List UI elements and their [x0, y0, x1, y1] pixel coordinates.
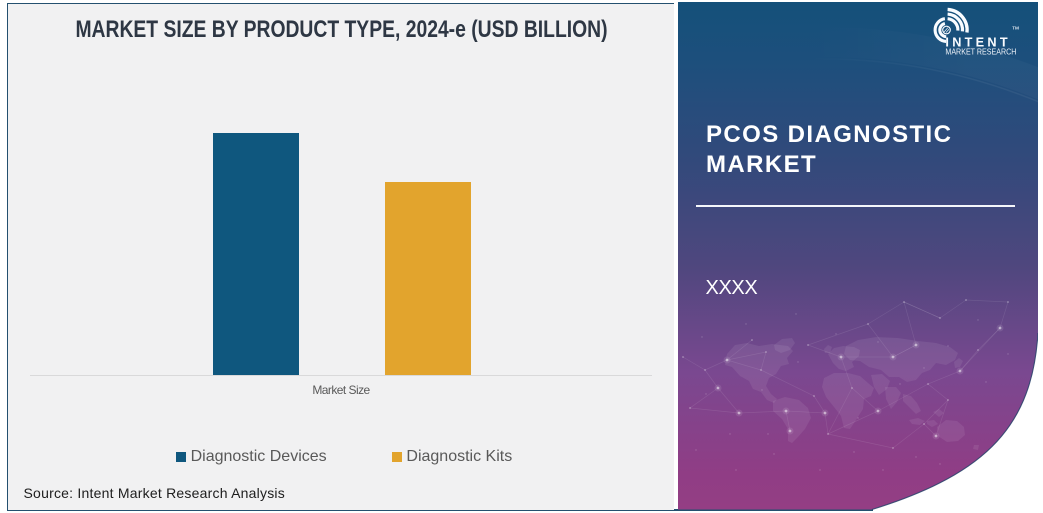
- svg-text:MARKET RESEARCH: MARKET RESEARCH: [945, 47, 1016, 57]
- svg-text:INTENT: INTENT: [945, 34, 1011, 49]
- svg-text:™: ™: [1012, 25, 1020, 34]
